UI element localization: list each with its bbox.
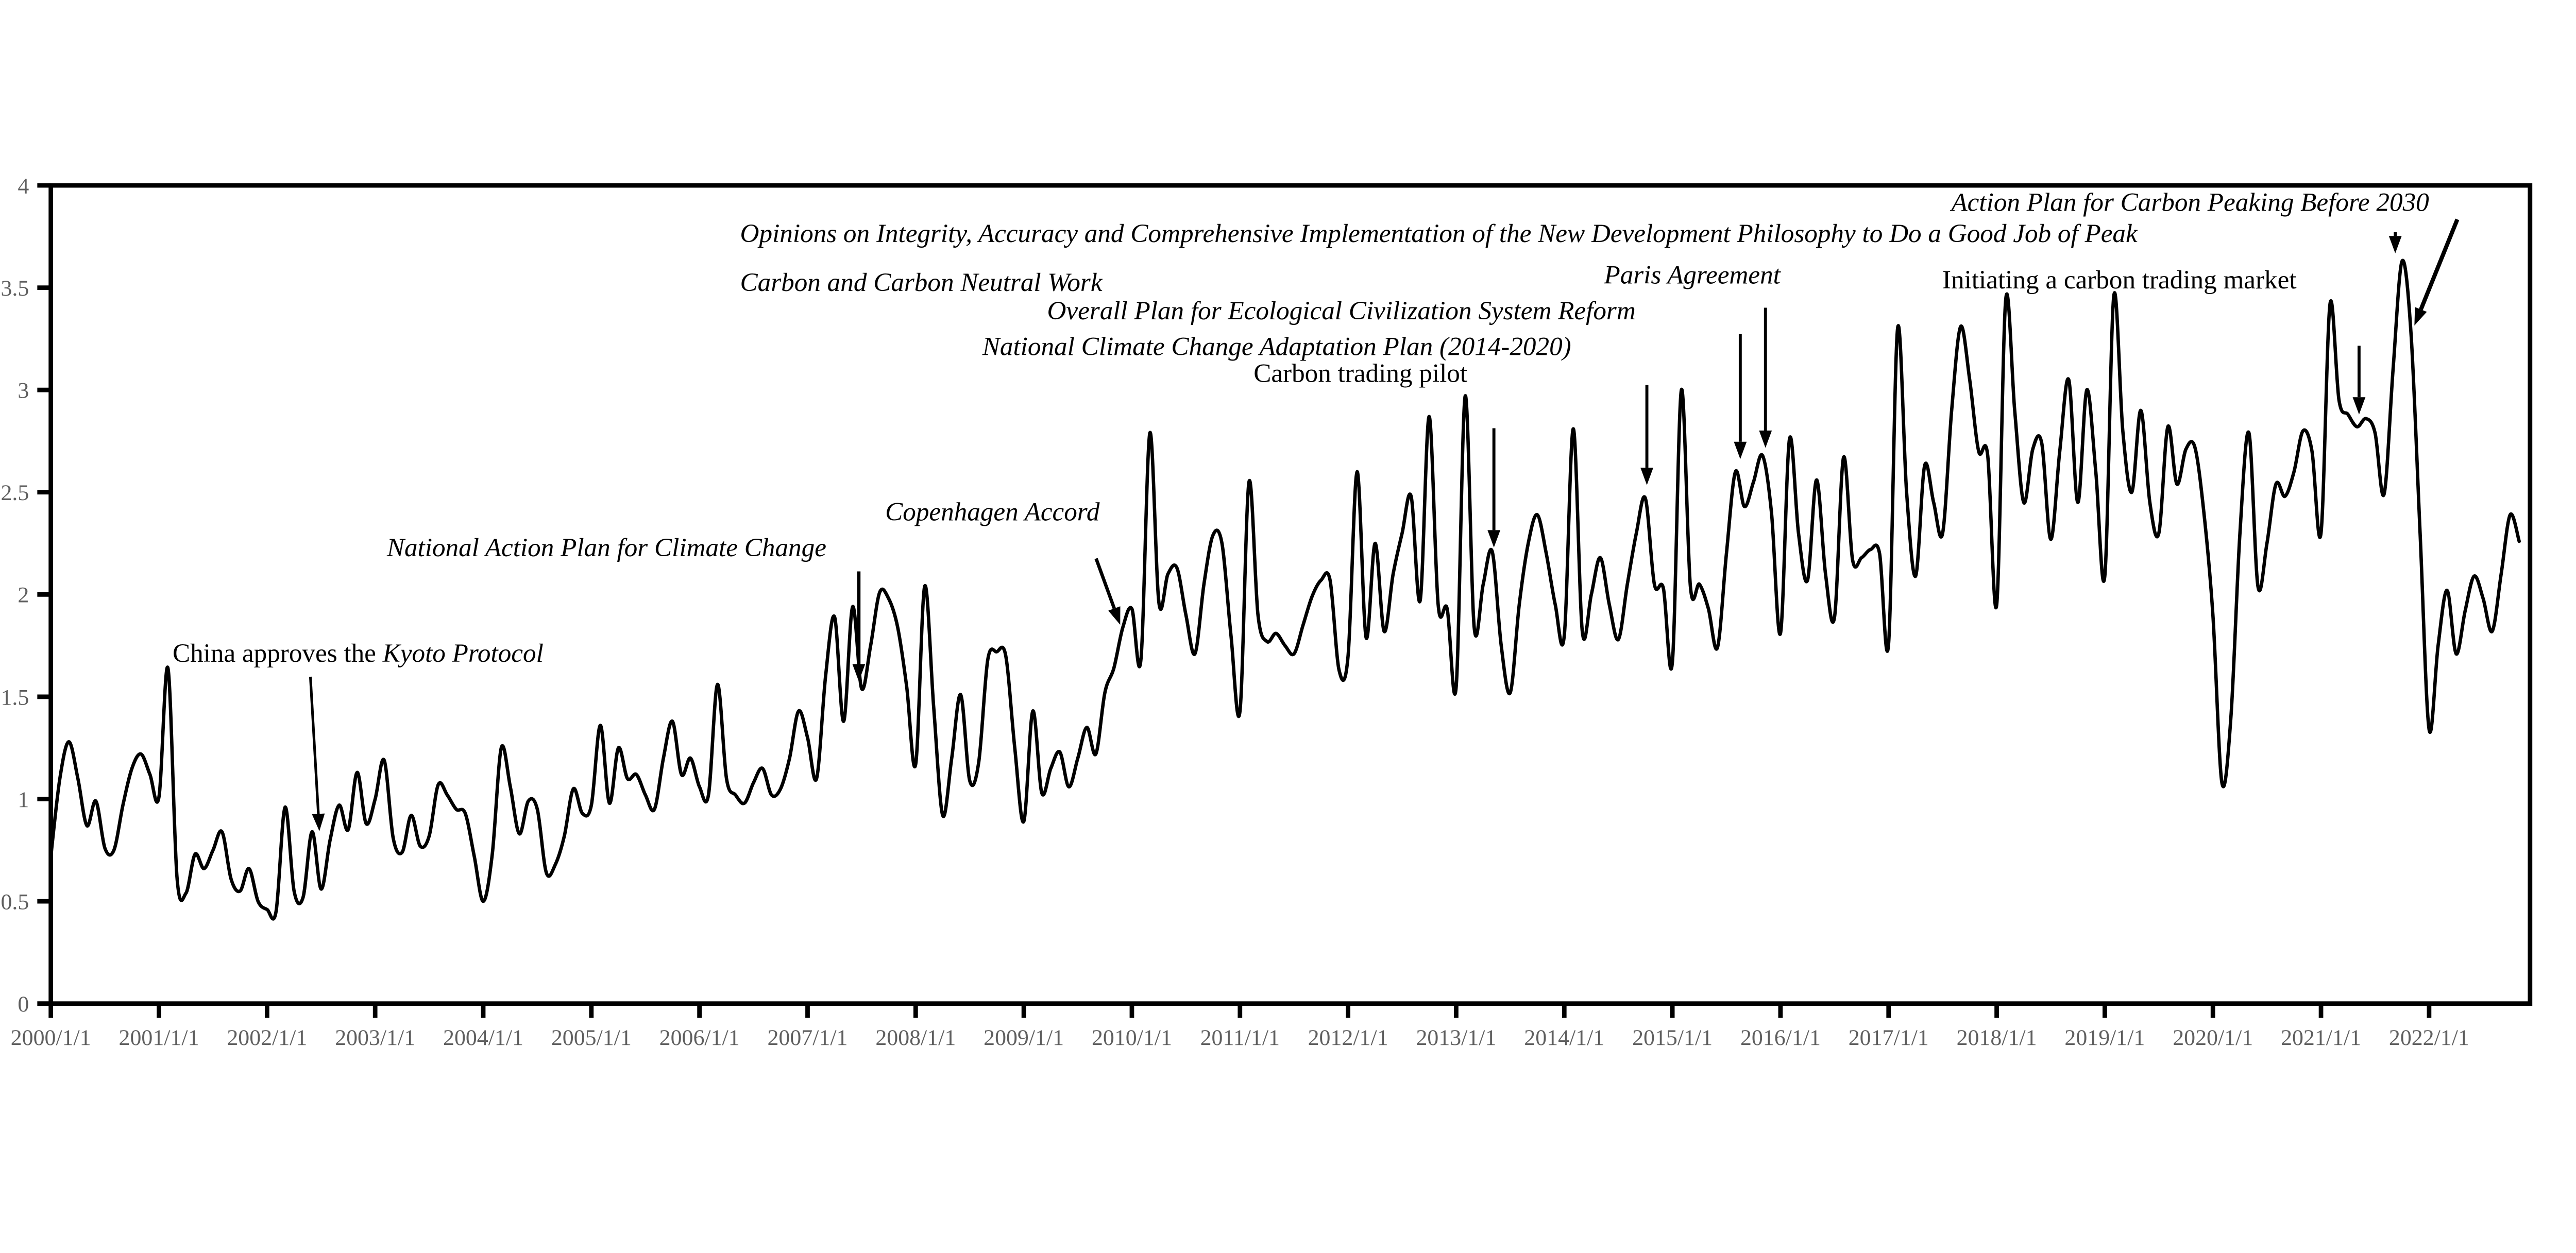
arrow-copenhagen-line <box>1094 558 1116 609</box>
x-tick-label: 2002/1/1 <box>227 1025 307 1050</box>
y-tick-label: 2 <box>18 583 29 608</box>
annotation-national-action-plan: National Action Plan for Climate Change <box>386 533 826 562</box>
x-tick-label: 2008/1/1 <box>875 1025 956 1050</box>
arrow-adaptation-plan-head <box>1640 468 1653 485</box>
y-tick-label: 3.5 <box>1 276 29 301</box>
arrow-overall-plan-head <box>1734 441 1747 459</box>
y-tick-label: 3 <box>18 379 29 403</box>
x-tick-label: 2021/1/1 <box>2281 1025 2361 1050</box>
arrow-action-plan-2030-head <box>2414 307 2427 326</box>
annotation-overall-plan: Overall Plan for Ecological Civilization… <box>1047 296 1635 325</box>
x-tick-label: 2000/1/1 <box>11 1025 91 1050</box>
annotation-action-plan-2030: Action Plan for Carbon Peaking Before 20… <box>1950 187 2429 217</box>
y-tick-label: 0 <box>18 992 29 1017</box>
y-tick-label: 0.5 <box>1 889 29 914</box>
y-tick-label: 1.5 <box>1 685 29 710</box>
chart-background <box>0 168 2576 1085</box>
annotation-opinions-line2: Carbon and Carbon Neutral Work <box>740 268 1103 297</box>
x-tick-label: 2009/1/1 <box>984 1025 1064 1050</box>
x-tick-label: 2019/1/1 <box>2064 1025 2145 1050</box>
y-tick-label: 4 <box>18 174 29 198</box>
x-tick-label: 2020/1/1 <box>2173 1025 2253 1050</box>
arrow-action-plan-2030-line <box>2419 218 2460 311</box>
event-arrows <box>309 218 2460 831</box>
annotation-initiating-market: Initiating a carbon trading market <box>1942 265 2297 295</box>
arrow-kyoto-line <box>309 676 320 814</box>
x-tick-label: 2016/1/1 <box>1740 1025 1821 1050</box>
arrow-trading-pilot-head <box>1487 530 1501 548</box>
x-tick-label: 2010/1/1 <box>1092 1025 1172 1050</box>
arrow-initiating-market-head <box>2352 397 2366 415</box>
x-tick-label: 2015/1/1 <box>1632 1025 1713 1050</box>
x-tick-label: 2013/1/1 <box>1416 1025 1496 1050</box>
x-tick-label: 2011/1/1 <box>1200 1025 1280 1050</box>
x-tick-label: 2001/1/1 <box>119 1025 199 1050</box>
x-tick-label: 2017/1/1 <box>1849 1025 1929 1050</box>
x-tick-label: 2022/1/1 <box>2389 1025 2469 1050</box>
annotation-kyoto-segment: Kyoto Protocol <box>382 639 544 668</box>
annotation-trading-pilot: Carbon trading pilot <box>1253 359 1467 388</box>
y-tick-label: 1 <box>18 787 29 812</box>
x-tick-label: 2004/1/1 <box>443 1025 523 1050</box>
annotation-paris: Paris Agreement <box>1603 260 1781 289</box>
x-tick-label: 2012/1/1 <box>1308 1025 1388 1050</box>
x-axis: 2000/1/1 2001/1/1 2002/1/1 2003/1/1 2004/1/1… <box>11 1003 2469 1050</box>
arrow-opinions-line1-head <box>2388 236 2402 253</box>
annotation-copenhagen: Copenhagen Accord <box>885 497 1100 527</box>
arrow-paris-head <box>1759 430 1772 448</box>
x-tick-label: 2014/1/1 <box>1524 1025 1604 1050</box>
x-tick-label: 2005/1/1 <box>551 1025 632 1050</box>
annotations: China approves the Kyoto Protocol Nationa… <box>173 187 2429 668</box>
x-tick-label: 2007/1/1 <box>768 1025 848 1050</box>
x-tick-label: 2003/1/1 <box>335 1025 415 1050</box>
annotation-kyoto: China approves the Kyoto Protocol <box>173 639 544 668</box>
annotation-opinions-line1: Opinions on Integrity, Accuracy and Comp… <box>740 219 2138 248</box>
arrow-copenhagen-head <box>1108 606 1121 625</box>
series-line <box>49 259 2521 921</box>
x-tick-label: 2018/1/1 <box>1957 1025 2037 1050</box>
arrow-national-action-plan-head <box>852 664 866 682</box>
x-tick-label: 2006/1/1 <box>659 1025 740 1050</box>
annotation-kyoto-segment: China approves the <box>173 639 383 668</box>
y-tick-label: 2.5 <box>1 480 29 505</box>
annotation-adaptation-plan: National Climate Change Adaptation Plan … <box>982 332 1571 361</box>
arrow-kyoto-head <box>312 813 325 831</box>
